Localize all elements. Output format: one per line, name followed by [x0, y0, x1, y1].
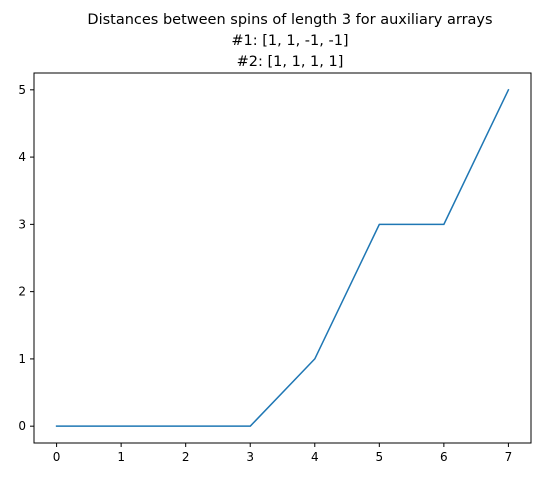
y-axis: 0 1 2 3 4 5 — [18, 83, 34, 433]
y-tick-label: 0 — [18, 419, 26, 433]
y-tick-label: 1 — [18, 352, 26, 366]
x-tick-label: 4 — [311, 450, 319, 464]
x-axis: 0 1 2 3 4 5 6 7 — [53, 443, 512, 464]
x-tick-label: 1 — [117, 450, 125, 464]
chart-title: Distances between spins of length 3 for … — [87, 12, 492, 70]
chart-title-line-1: Distances between spins of length 3 for … — [87, 12, 492, 28]
x-tick-label: 2 — [182, 450, 190, 464]
x-tick-label: 7 — [505, 450, 513, 464]
x-tick-label: 6 — [440, 450, 448, 464]
x-tick-label: 5 — [375, 450, 383, 464]
chart-title-line-3: #2: [1, 1, 1, 1] — [237, 54, 344, 70]
chart-title-line-2: #1: [1, 1, -1, -1] — [231, 33, 348, 49]
x-tick-label: 0 — [53, 450, 61, 464]
y-tick-label: 5 — [18, 83, 26, 97]
y-tick-label: 2 — [18, 285, 26, 299]
series-line-1 — [55, 88, 510, 427]
series-layer — [55, 88, 510, 427]
x-tick-label: 3 — [246, 450, 254, 464]
y-tick-label: 4 — [18, 150, 26, 164]
plot-area-frame — [33, 72, 532, 444]
y-tick-label: 3 — [18, 217, 26, 231]
